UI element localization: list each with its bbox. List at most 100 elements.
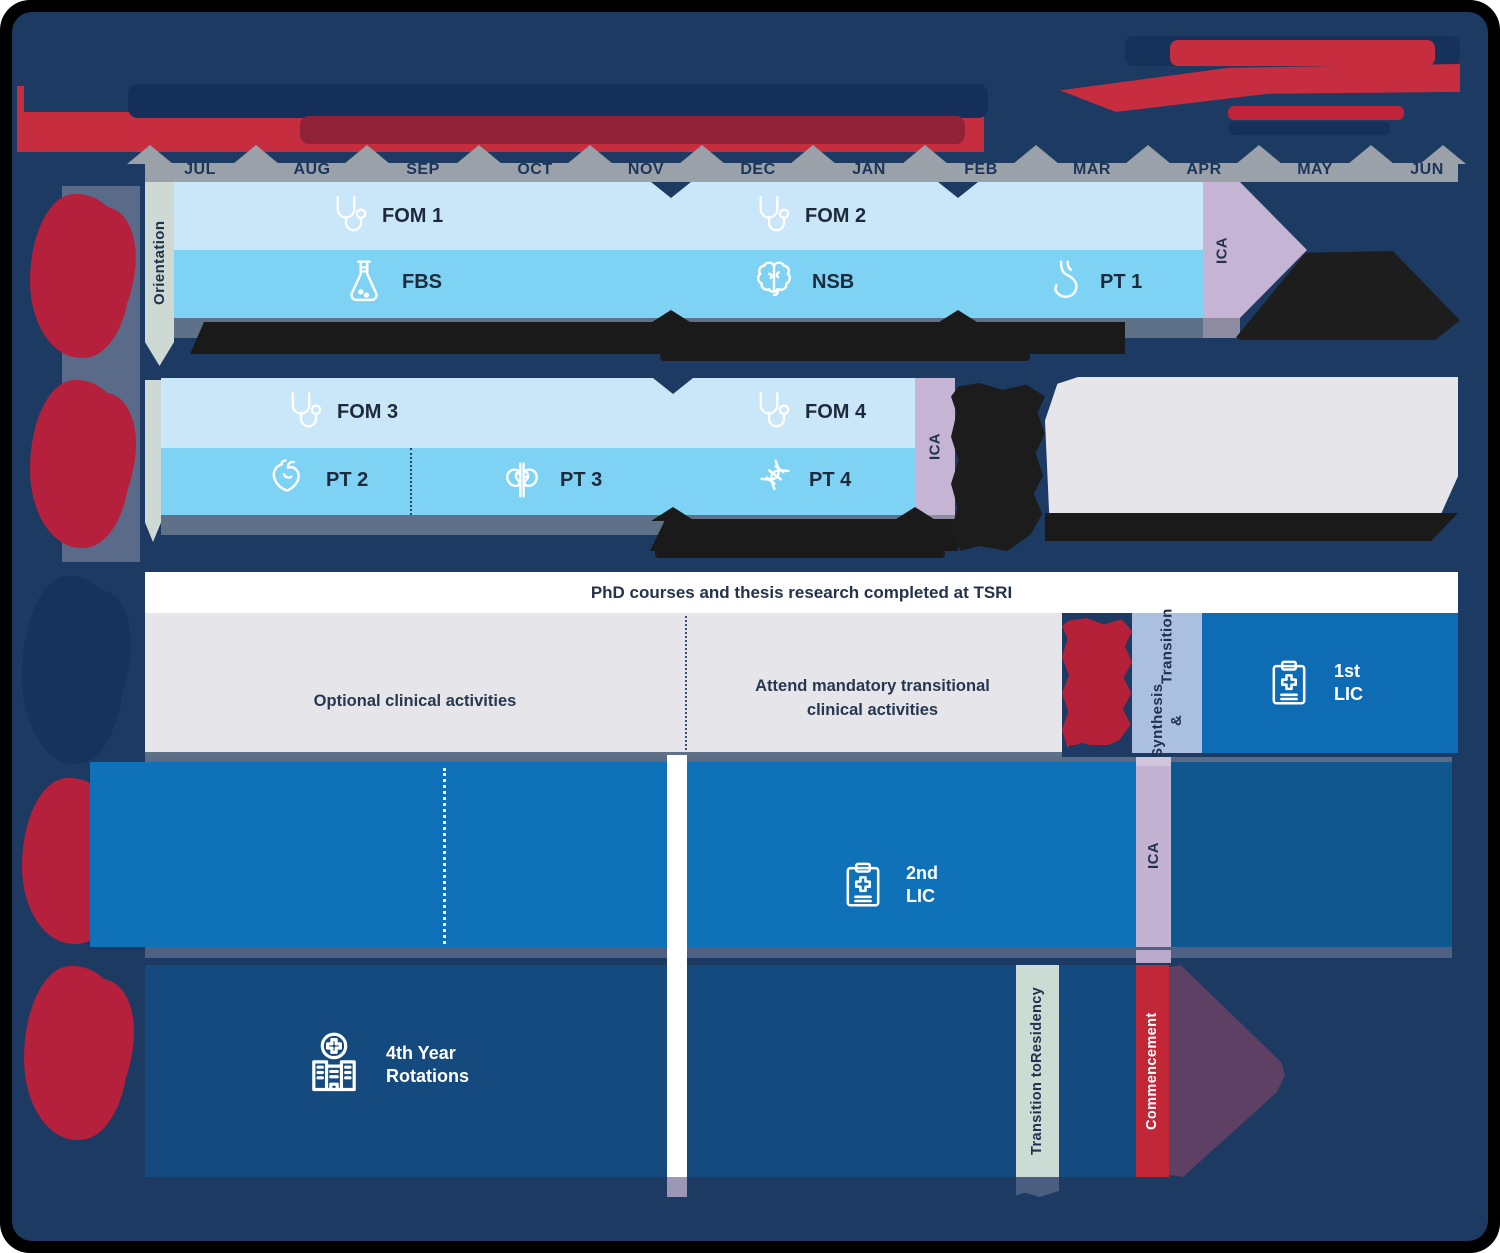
banner-peak [651,507,695,521]
month-divider-triangle [1125,145,1171,164]
stethoscope-icon [745,388,793,436]
month-label: SEP [406,161,440,178]
page-subtitle [300,116,965,144]
month-divider-triangle [679,145,725,164]
year1-summer-banner [190,322,1125,354]
course-pt3: PT 3 [560,468,603,491]
banner-peak [649,310,693,324]
year4-ica-label: ICA [1145,841,1162,869]
white-gap-column [667,755,687,1177]
first-lic-block [1202,613,1458,753]
logo-red-ribbon [1060,64,1460,112]
year4-dotted-divider [443,768,446,944]
logo [1050,30,1460,140]
year-3-number [22,576,124,764]
logo-sub-navy [1228,122,1390,135]
year2-banner-text-obscured [655,549,945,558]
logo-red-text [1170,40,1435,66]
year4-bottom-slate [145,947,1452,958]
year4-main-block [90,762,1136,947]
month-divider-triangle [567,145,613,164]
year2-obscured-scribble [951,383,1045,551]
transition-residency-label: Transition to Residency [1029,986,1045,1156]
commencement-strip [1136,965,1169,1177]
commencement-cap [1136,950,1171,963]
year4-ica-cap-top [1136,757,1171,766]
hospital-icon [300,1030,368,1098]
month-label: OCT [517,161,553,178]
course-pt2: PT 2 [326,468,369,491]
logo-sub-red [1228,106,1404,120]
month-divider-triangle [790,145,836,164]
second-lic-label: 2nd LIC [906,863,939,906]
course-pt1: PT 1 [1100,270,1143,293]
month-label: FEB [964,161,998,178]
phd-clinical-block [145,613,1062,752]
year-5-number [24,966,128,1140]
stethoscope-icon [745,192,793,240]
white-gap-column-tab [667,1177,687,1197]
phd-dotted-divider [685,616,687,750]
stethoscope-icon [322,192,370,240]
pt2-pt3-dotted-divider [410,448,412,515]
year2-summer-banner [650,519,958,551]
month-divider-triangle [127,145,173,164]
month-divider-triangle [1348,145,1394,164]
mandatory-activities-label: Attend mandatory transitional clinical ac… [755,677,990,719]
course-fom4: FOM 4 [805,400,867,423]
year1-ica-label: ICA [1213,236,1231,264]
month-label: MAR [1073,161,1111,178]
year2-ica-label: ICA [926,432,944,461]
heart-icon [262,454,314,506]
year-1-number [30,194,130,358]
month-divider-triangle [233,145,279,164]
transition-residency-strip [1016,965,1059,1177]
stomach-icon [1040,256,1092,308]
commencement-label: Commencement [1144,1012,1160,1130]
banner-peak [936,310,980,324]
phd-banner: PhD courses and thesis research complete… [145,572,1458,613]
transition-strip-shadow [1016,1177,1059,1197]
year4-ica-strip [1136,766,1171,947]
month-divider-triangle [1236,145,1282,164]
year2-pt-band [161,448,915,515]
course-fom2: FOM 2 [805,204,867,227]
stethoscope-icon [277,388,325,436]
banner-peak [893,507,937,521]
year2-ica-strip [915,378,955,515]
rotations-label: 4th Year Rotations [386,1043,469,1086]
year2-fom-band [161,378,915,448]
course-fom1: FOM 1 [382,204,444,227]
month-divider-triangle [902,145,948,164]
month-divider-triangle [344,145,390,164]
orientation-strip [145,182,174,366]
page-title [128,84,988,118]
brain-icon [748,256,800,308]
optional-activities-label: Optional clinical activities [313,692,517,710]
year2-right-black-bar [1045,513,1458,541]
year-2-number [30,380,130,548]
month-label: JAN [852,161,886,178]
kidneys-icon [496,454,548,506]
month-label: AUG [293,161,331,178]
dna-icon [745,454,797,506]
course-nsb: NSB [812,270,855,293]
month-label: APR [1186,161,1222,178]
month-label: MAY [1297,161,1333,178]
year2-left-strip [145,380,161,542]
year3-red-scribble [1062,618,1132,748]
header-red-edge [17,86,24,152]
flask-icon [338,256,390,308]
month-label: JUN [1410,161,1444,178]
month-band [145,163,1458,182]
first-lic-label: 1st LIC [1334,661,1363,704]
year1-slate-bar-ica [1203,318,1240,338]
month-divider-triangle [456,145,502,164]
course-pt4: PT 4 [809,468,852,491]
band-divider-notch [651,182,691,198]
month-label: NOV [627,161,665,178]
clipboard-icon [1262,656,1316,710]
band-divider-notch [938,182,978,198]
clipboard-icon [836,858,890,912]
